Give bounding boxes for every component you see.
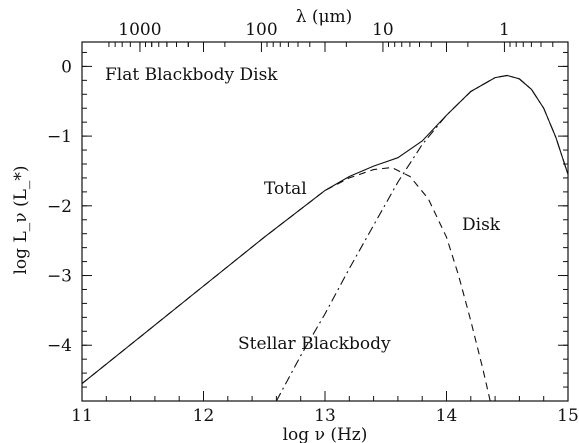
x-tick-label: 11 [71, 406, 93, 426]
chart-annotation: Flat Blackbody Disk [105, 65, 278, 85]
x-tick-label: 12 [193, 406, 215, 426]
series-line-disk [82, 168, 490, 402]
y-axis-label: log L_ν (L_*) [11, 165, 31, 274]
top-tick-label: 10 [372, 20, 394, 40]
top-axis-label: λ (μm) [296, 7, 353, 27]
y-tick-label: 0 [61, 57, 72, 77]
x-tick-label: 15 [557, 406, 579, 426]
top-tick-label: 1000 [118, 20, 161, 40]
series-label-total: Total [264, 179, 307, 199]
series-label-stellar: Stellar Blackbody [238, 334, 391, 354]
x-axis-label: log ν (Hz) [283, 425, 368, 443]
y-tick-label: −4 [47, 336, 72, 356]
y-tick-label: −1 [47, 127, 72, 147]
top-tick-label: 100 [245, 20, 277, 40]
top-tick-label: 1 [499, 20, 510, 40]
x-tick-label: 13 [314, 406, 336, 426]
y-tick-label: −3 [47, 267, 72, 287]
y-tick-label: −2 [47, 197, 72, 217]
x-tick-label: 14 [436, 406, 458, 426]
series-label-disk: Disk [462, 215, 501, 235]
